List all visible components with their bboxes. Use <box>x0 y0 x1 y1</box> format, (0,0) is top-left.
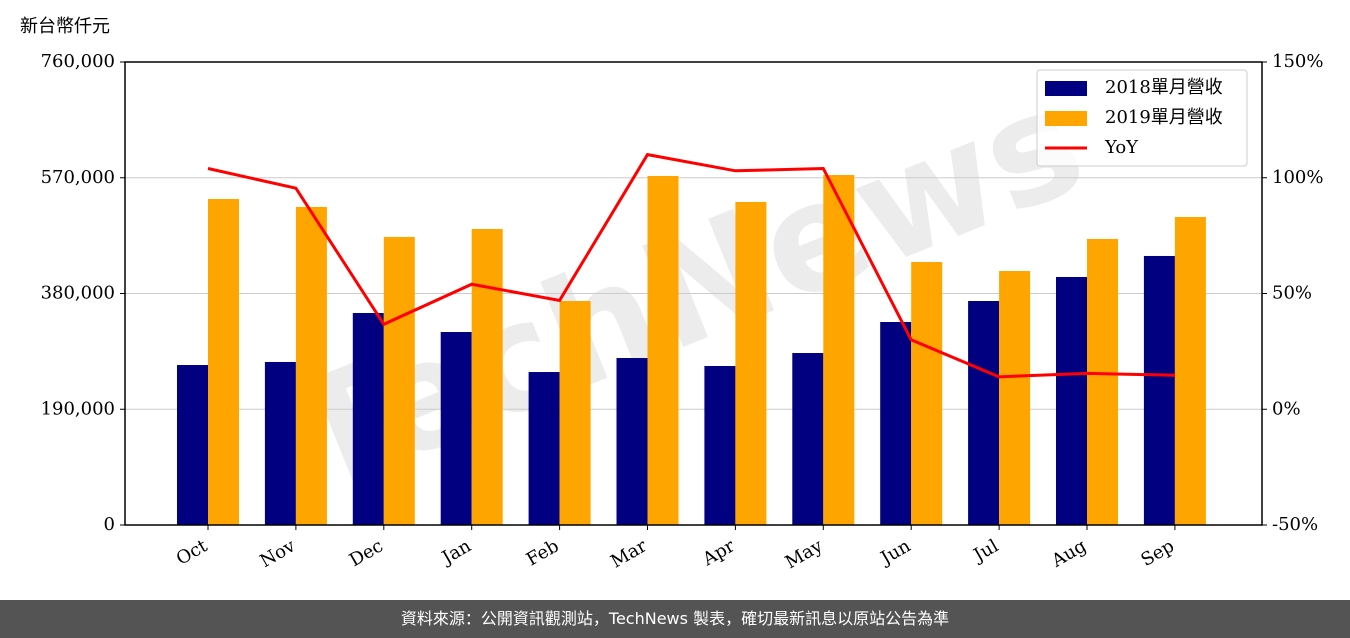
bar <box>792 353 824 525</box>
x-tick-label: Jun <box>876 535 915 570</box>
bar <box>911 262 943 525</box>
y-tick-label: 570,000 <box>41 167 115 188</box>
y-axis-label: 新台幣仟元 <box>20 16 110 37</box>
line <box>207 152 1175 379</box>
bar <box>1056 276 1087 525</box>
y-tick-label: 190,000 <box>41 398 115 419</box>
legend-swatch <box>1045 81 1087 96</box>
bar <box>647 175 679 526</box>
chart: 新台幣仟元 TechNews 0190,000380,000570,000760… <box>20 16 1323 573</box>
bar <box>528 372 560 525</box>
bar <box>208 199 239 525</box>
x-tick-label: Jan <box>437 535 475 569</box>
y-tick-label: 760,000 <box>41 51 115 72</box>
bar <box>177 365 208 525</box>
legend-label: YoY <box>1104 137 1139 158</box>
bar <box>1143 255 1175 525</box>
bar <box>352 312 384 525</box>
bar <box>616 358 648 525</box>
source-note: 資料來源：公開資訊觀測站，TechNews 製表，確切最新訊息以原站公告為準 <box>0 600 1350 638</box>
bar <box>999 271 1031 525</box>
bar <box>968 300 1000 525</box>
bar <box>880 322 912 525</box>
y2-tick-label: 150% <box>1272 51 1323 72</box>
bar <box>559 300 591 525</box>
legend-swatch <box>1045 111 1087 126</box>
x-tick-label: Dec <box>346 535 387 571</box>
x-tick-label: Mar <box>607 535 651 572</box>
bar <box>1087 238 1118 526</box>
x-tick-label: Oct <box>173 535 212 570</box>
x-tick-label: Apr <box>698 535 738 570</box>
x-tick-label: Feb <box>523 535 563 570</box>
x-tick-label: Sep <box>1138 535 1178 570</box>
y2-tick-label: -50% <box>1272 514 1318 535</box>
bar <box>295 206 327 525</box>
legend-label: 2019單月營收 <box>1105 107 1223 128</box>
x-tick-label: May <box>782 535 827 573</box>
y-tick-label: 0 <box>104 514 115 535</box>
bar <box>704 365 736 525</box>
bar <box>264 361 296 525</box>
bar <box>471 228 503 525</box>
x-tick-label: Aug <box>1047 535 1090 572</box>
legend-box <box>1036 69 1248 167</box>
y-tick-label: 380,000 <box>41 283 115 304</box>
y2-tick-label: 0% <box>1272 398 1301 419</box>
y2-tick-label: 100% <box>1272 167 1323 188</box>
bar <box>440 332 472 525</box>
bar <box>735 201 767 525</box>
x-tick-label: Jul <box>969 535 1003 567</box>
x-tick-label: Nov <box>257 535 300 572</box>
bar <box>383 236 415 525</box>
y2-tick-label: 50% <box>1272 283 1312 304</box>
legend-label: 2018單月營收 <box>1105 77 1223 98</box>
bar <box>823 175 855 526</box>
bar <box>1174 216 1206 525</box>
plot-frame <box>124 61 1263 526</box>
